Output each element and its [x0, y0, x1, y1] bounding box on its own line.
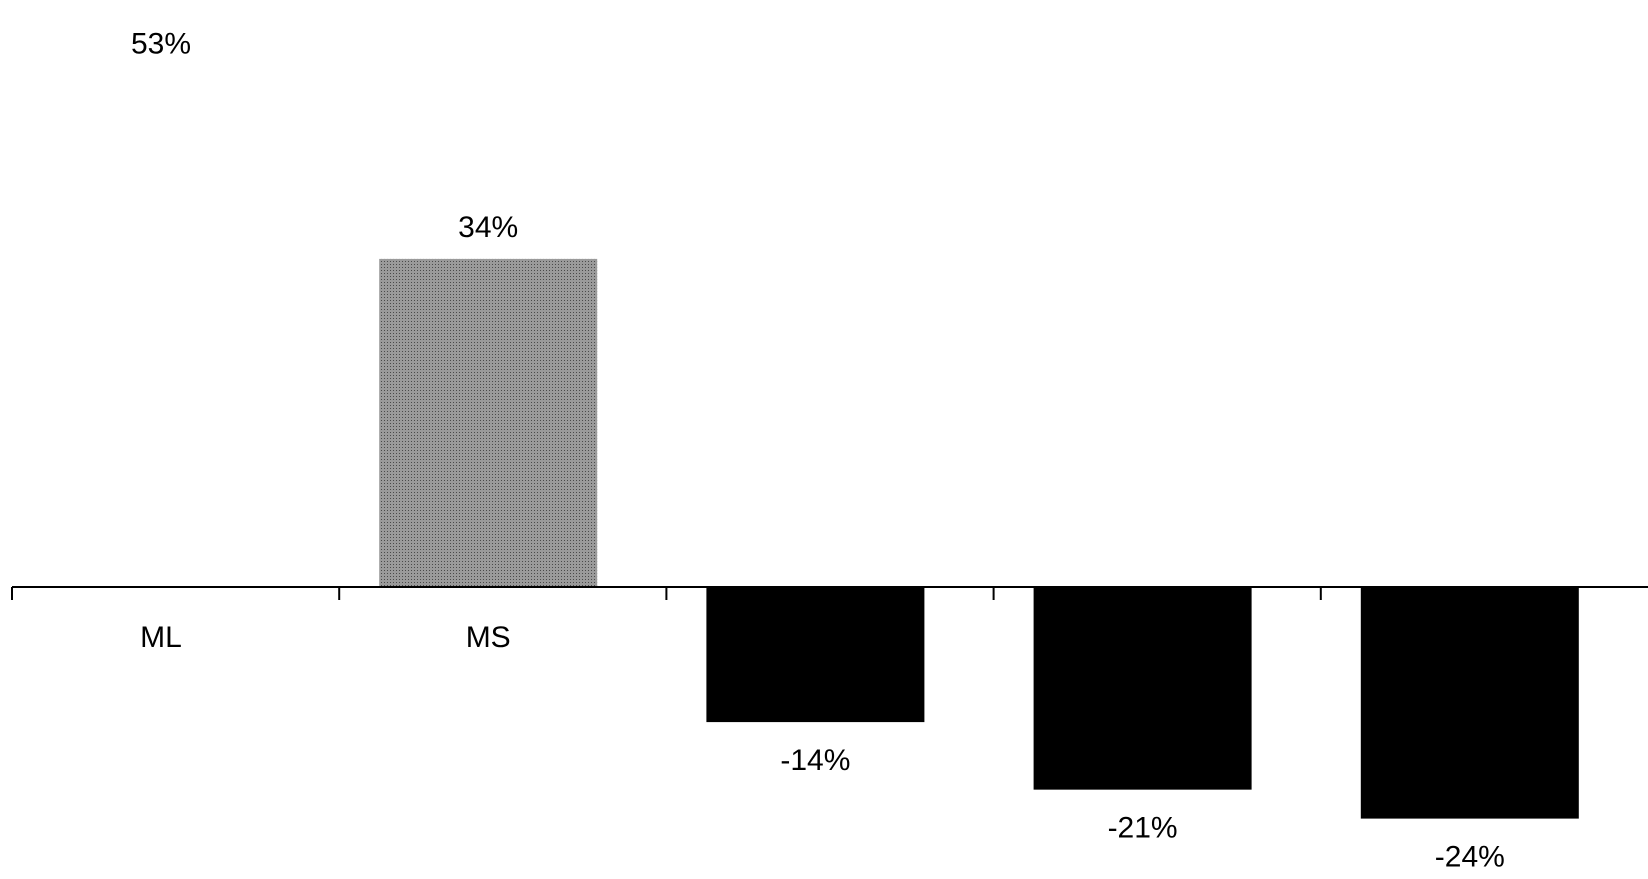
bars-group	[52, 75, 1579, 819]
value-label: -21%	[1108, 812, 1178, 845]
value-label: -14%	[780, 744, 850, 777]
bar-series-4	[1033, 587, 1252, 790]
category-label: MS	[466, 621, 511, 654]
value-label: -24%	[1435, 841, 1505, 874]
category-label: ML	[140, 621, 182, 654]
x-axis	[11, 586, 1648, 600]
value-label: 53%	[131, 28, 191, 61]
labels-group: 53% ML 34% MS -14% -21% -24%	[131, 28, 1505, 874]
bar-series-3	[706, 587, 925, 723]
bar-ml	[52, 75, 270, 588]
bar-series-5	[1360, 587, 1579, 819]
value-label: 34%	[458, 211, 518, 244]
bar-ms	[379, 258, 598, 587]
